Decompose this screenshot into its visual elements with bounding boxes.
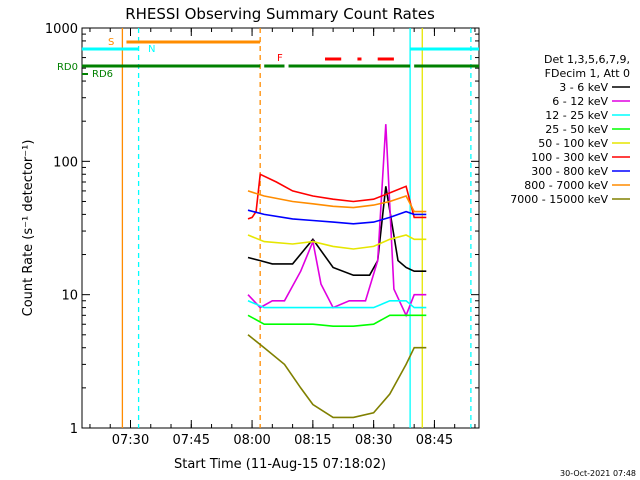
chart-title: RHESSI Observing Summary Count Rates — [125, 5, 435, 23]
x-tick-label: 08:00 — [233, 433, 270, 448]
status-label-s: S — [108, 37, 114, 48]
legend-entry-label: 50 - 100 keV — [538, 137, 608, 150]
legend-entry-label: 7000 - 15000 keV — [510, 193, 608, 206]
series-line-12-25-kev — [247, 299, 427, 309]
x-tick-label: 08:45 — [416, 433, 453, 448]
x-axis-label: Start Time (11-Aug-15 07:18:02) — [174, 457, 386, 472]
y-tick-label: 1000 — [45, 22, 78, 37]
plot-area: 07:30 07:45 08:00 08:15 08:30 08:45 1 10 100 1000… — [45, 22, 480, 448]
legend-entry-label: 100 - 300 keV — [531, 151, 608, 164]
footer-timestamp: 30-Oct-2021 07:48 — [560, 469, 636, 478]
legend-entry-label: 300 - 800 keV — [531, 165, 608, 178]
series-line-7000-15000-kev — [247, 334, 427, 419]
legend-entry-label: 800 - 7000 keV — [524, 179, 608, 192]
series-line-6-12-kev — [247, 124, 427, 318]
legend-entry-label: 12 - 25 keV — [545, 109, 608, 122]
series-line-800-7000-kev — [247, 190, 427, 213]
y-tick-label: 100 — [53, 155, 78, 170]
series-line-100-300-kev — [247, 173, 427, 220]
x-tick-label: 08:30 — [355, 433, 392, 448]
series-line-50-100-kev — [247, 234, 427, 250]
series-line-25-50-kev — [247, 314, 427, 328]
series-line-3-6-kev — [247, 186, 427, 277]
legend-entry-label: 25 - 50 keV — [545, 123, 608, 136]
y-axis-label: Count Rate (s⁻¹ detector⁻¹) — [21, 140, 36, 317]
status-label-rd6: RD6 — [92, 69, 113, 80]
plot-frame — [81, 27, 480, 429]
status-label-rd0: RD0 — [57, 62, 78, 73]
legend-header: Det 1,3,5,6,7,9, — [544, 53, 630, 66]
legend-header: FDecim 1, Att 0 — [545, 67, 630, 80]
series-line-300-800-kev — [247, 209, 427, 225]
x-tick-label: 07:30 — [112, 433, 149, 448]
status-label-f: F — [277, 53, 283, 64]
legend: Det 1,3,5,6,7,9,FDecim 1, Att 03 - 6 keV… — [510, 53, 630, 206]
y-tick-label: 1 — [70, 422, 78, 437]
y-tick-label: 10 — [61, 289, 78, 304]
legend-entry-label: 6 - 12 keV — [552, 95, 608, 108]
status-label-n: N — [148, 44, 155, 55]
x-tick-label: 07:45 — [173, 433, 210, 448]
legend-entry-label: 3 - 6 keV — [559, 81, 608, 94]
x-tick-label: 08:15 — [294, 433, 331, 448]
